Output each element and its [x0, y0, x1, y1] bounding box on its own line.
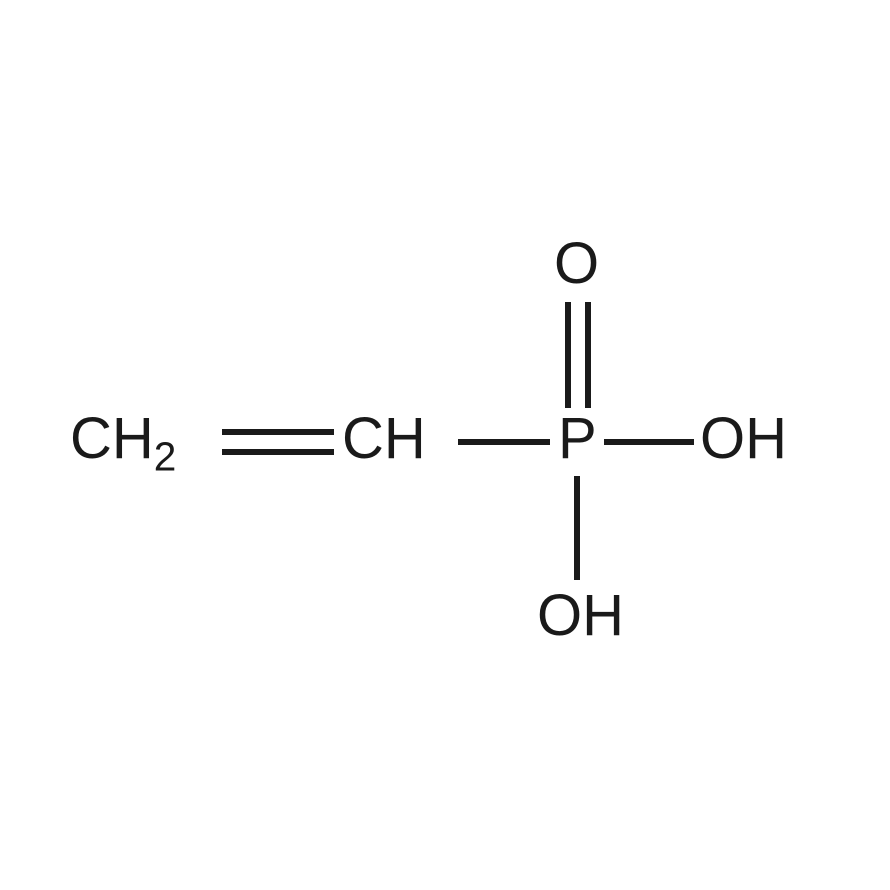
atom-ch2-label: CH: [70, 406, 154, 471]
atom-ch2-sub: 2: [154, 434, 177, 480]
atom-oh-bottom-label: OH: [537, 583, 624, 648]
atom-ch-label: CH: [342, 406, 426, 471]
atom-p-label: P: [558, 406, 597, 471]
molecule-diagram: CH2 CH P O OH OH: [0, 0, 890, 890]
atom-ch: CH: [342, 405, 426, 472]
atom-oh-right-label: OH: [700, 406, 787, 471]
atom-oh-right: OH: [700, 405, 787, 472]
atom-p: P: [558, 405, 597, 472]
atom-o-top: O: [554, 230, 599, 297]
atom-ch2: CH2: [70, 405, 176, 481]
atom-oh-bottom: OH: [537, 582, 624, 649]
atom-o-top-label: O: [554, 231, 599, 296]
